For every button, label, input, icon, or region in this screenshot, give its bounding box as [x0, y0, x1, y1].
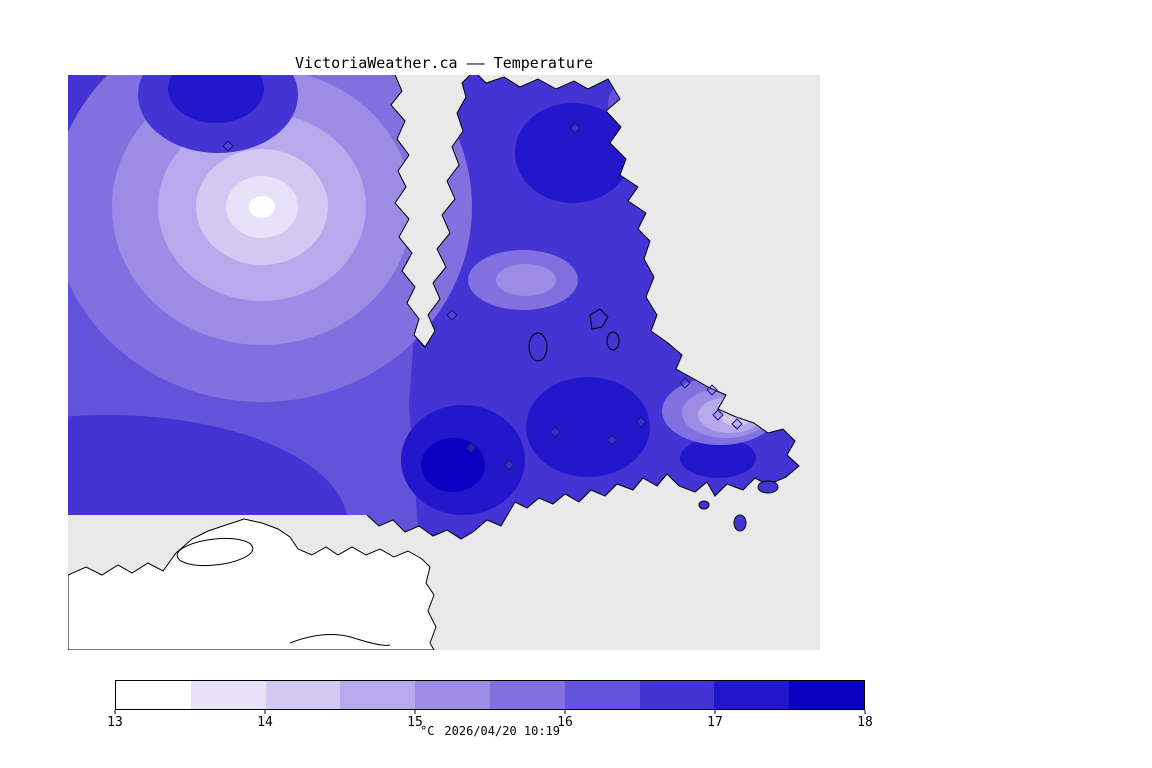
temperature-contour-map — [68, 75, 800, 650]
colorbar-tick-mark — [264, 710, 266, 714]
lakes — [528, 308, 620, 362]
colorbar-tick-mark — [414, 710, 416, 714]
timestamp-label: 2026/04/20 10:19 — [444, 724, 561, 738]
colorbar-segment — [190, 681, 266, 709]
colorbar-tick-label: 14 — [257, 715, 273, 730]
colorbar-tick-label: 15 — [407, 715, 423, 730]
coastline — [366, 75, 800, 540]
colorbar-tick-label: 13 — [107, 715, 123, 730]
colorbar-segment — [415, 681, 490, 709]
colorbar-segment — [714, 681, 790, 709]
colorbar-tick-mark — [564, 710, 566, 714]
inlet-sea — [391, 75, 470, 347]
colorbar-segment — [639, 681, 715, 709]
inlet-coastline — [390, 75, 471, 348]
units-label: °C — [419, 724, 435, 738]
colorbar — [115, 680, 865, 710]
map-caption: °C 2026/04/20 10:19 — [115, 724, 865, 738]
colorbar-segment — [116, 681, 191, 709]
colorbar-tick-label: 17 — [707, 715, 723, 730]
colorbar-segment — [340, 681, 416, 709]
outside-land — [68, 518, 437, 650]
colorbar-tick-label: 18 — [857, 715, 873, 730]
temperature-map — [68, 75, 820, 650]
map-title: VictoriaWeather.ca —— Temperature — [294, 54, 593, 72]
colorbar-tick-mark — [864, 710, 866, 714]
colorbar-segment — [564, 681, 640, 709]
temperature-field-blobs — [68, 75, 799, 539]
colorbar-segment — [265, 681, 341, 709]
islands — [698, 480, 779, 532]
colorbar-tick-mark — [714, 710, 716, 714]
colorbar-ticks: 13 14 15 16 17 18 — [107, 710, 873, 736]
outside-lake — [176, 537, 254, 567]
colorbar-segment — [789, 681, 864, 709]
colorbar-segment — [489, 681, 565, 709]
colorbar-tick-mark — [114, 710, 116, 714]
colorbar-tick-label: 16 — [557, 715, 573, 730]
sand-spit — [289, 634, 391, 646]
temperature-scale: 13 14 15 16 17 18 — [107, 680, 873, 730]
